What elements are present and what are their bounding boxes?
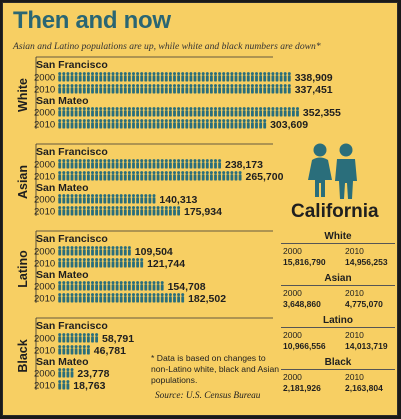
value-label: 140,313: [159, 194, 197, 206]
pictogram-bar: [58, 333, 99, 343]
year-label: 2010: [34, 381, 55, 392]
pictogram-bar: [58, 380, 70, 390]
year-label: 2010: [34, 259, 55, 270]
value-label: 303,609: [270, 119, 308, 131]
city-label: San Mateo: [36, 95, 89, 107]
value-label: 352,355: [303, 107, 341, 119]
pictogram-bar: [58, 119, 267, 129]
value-label: 18,763: [73, 380, 105, 392]
pictogram-bar: [58, 246, 131, 256]
california-race-label: Latino: [323, 315, 353, 326]
footnote: * Data is based on changes to non-Latino…: [151, 353, 280, 385]
value-label: 338,909: [295, 72, 333, 84]
california-value: 2,163,804: [345, 383, 383, 393]
city-label: San Mateo: [36, 269, 89, 281]
pictogram-chart: White San Francisco 2000 338,909 2010 337,451…: [16, 56, 357, 392]
california-value: 15,816,790: [283, 257, 326, 267]
year-label: 2000: [34, 282, 55, 293]
city-label: San Francisco: [36, 146, 108, 158]
city-label: San Francisco: [36, 320, 108, 332]
divider: [281, 369, 395, 370]
year-label: 2010: [345, 288, 364, 298]
california-row: Black 2000 2010 2,181,926 2,163,804: [281, 357, 395, 399]
value-label: 337,451: [295, 84, 333, 96]
value-label: 182,502: [188, 293, 226, 305]
pictogram-bar: [58, 293, 185, 303]
pictogram-bar: [58, 72, 291, 82]
year-label: 2000: [34, 108, 55, 119]
year-label: 2000: [34, 195, 55, 206]
city-label: San Mateo: [36, 356, 89, 368]
city-label: San Francisco: [36, 59, 108, 71]
california-title: California: [291, 201, 379, 222]
year-label: 2010: [345, 330, 364, 340]
pictogram-bar: [58, 206, 181, 216]
year-label: 2000: [283, 372, 302, 382]
california-value: 10,966,556: [283, 341, 326, 351]
pictogram-bar: [58, 345, 90, 355]
year-label: 2000: [34, 160, 55, 171]
california-value: 2,181,926: [283, 383, 321, 393]
california-race-label: Black: [324, 357, 352, 368]
value-label: 175,934: [184, 206, 222, 218]
source-credit: Source: U.S. Census Bureau: [155, 391, 261, 401]
value-label: 58,791: [102, 333, 134, 345]
california-value: 4,775,070: [345, 299, 383, 309]
value-label: 23,778: [77, 368, 109, 380]
year-label: 2010: [345, 246, 364, 256]
page-title: Then and now: [13, 7, 171, 34]
value-label: 109,504: [135, 246, 173, 258]
pictogram-bar: [58, 258, 144, 268]
year-label: 2010: [34, 294, 55, 305]
pictogram-bar: [58, 84, 291, 94]
group-label: Latino: [16, 250, 30, 288]
subtitle: Asian and Latino populations are up, whi…: [13, 41, 321, 52]
pictogram-bar: [58, 194, 156, 204]
year-label: 2010: [34, 85, 55, 96]
year-label: 2000: [34, 369, 55, 380]
california-row: White 2000 2010 15,816,790 14,956,253: [281, 231, 395, 273]
year-label: 2000: [34, 73, 55, 84]
california-value: 14,956,253: [345, 257, 388, 267]
infographic-panel: Then and now Asian and Latino population…: [2, 2, 398, 416]
group-label: White: [16, 78, 30, 112]
year-label: 2010: [34, 172, 55, 183]
group-label: Asian: [16, 165, 30, 199]
year-label: 2010: [34, 207, 55, 218]
california-value: 3,648,860: [283, 299, 321, 309]
year-label: 2000: [283, 246, 302, 256]
year-label: 2000: [283, 330, 302, 340]
value-label: 265,700: [246, 171, 284, 183]
year-label: 2010: [34, 346, 55, 357]
california-row: Latino 2000 2010 10,966,556 14,013,719: [281, 315, 395, 357]
value-label: 121,744: [147, 258, 185, 270]
pictogram-bar: [58, 159, 222, 169]
value-label: 154,708: [168, 281, 206, 293]
value-label: 46,781: [94, 345, 126, 357]
california-race-label: Asian: [324, 273, 352, 284]
year-label: 2000: [283, 288, 302, 298]
year-label: 2000: [34, 334, 55, 345]
california-value: 14,013,719: [345, 341, 388, 351]
pictogram-bar: [58, 281, 164, 291]
city-label: San Mateo: [36, 182, 89, 194]
value-label: 238,173: [225, 159, 263, 171]
california-table: White 2000 2010 15,816,790 14,956,253 Asian…: [281, 231, 395, 399]
city-label: San Francisco: [36, 233, 108, 245]
pictogram-bar: [58, 171, 242, 181]
people-pair-icon: [308, 143, 357, 199]
divider: [281, 285, 395, 286]
pictogram-bar: [58, 107, 299, 117]
year-label: 2010: [345, 372, 364, 382]
california-row: Asian 2000 2010 3,648,860 4,775,070: [281, 273, 395, 315]
year-label: 2000: [34, 247, 55, 258]
divider: [281, 327, 395, 328]
pictogram-bar: [58, 368, 74, 378]
group-label: Black: [16, 339, 30, 372]
divider: [281, 243, 395, 244]
year-label: 2010: [34, 120, 55, 131]
california-race-label: White: [324, 231, 352, 242]
